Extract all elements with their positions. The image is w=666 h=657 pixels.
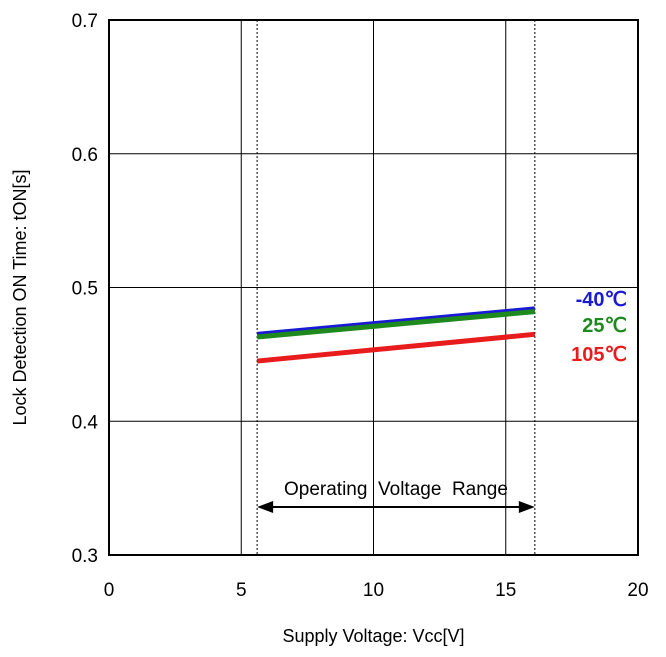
series-label: 25℃	[582, 315, 627, 337]
operating-range-markers	[256, 20, 536, 555]
operating-range-label: Operating Voltage Range	[284, 479, 508, 500]
x-tick-label: 5	[236, 580, 247, 601]
grid-lines	[109, 20, 638, 555]
x-tick-label: 15	[495, 580, 516, 601]
x-axis-title: Supply Voltage: Vcc[V]	[282, 626, 464, 646]
series-line	[256, 306, 536, 337]
series-label: -40℃	[576, 289, 627, 311]
y-tick-label: 0.4	[72, 412, 99, 433]
series-line	[256, 309, 536, 340]
y-axis-ticks: 0.3 0.4 0.5 0.6 0.7	[72, 11, 99, 567]
x-axis-ticks: 0 5 10 15 20	[104, 580, 649, 601]
x-tick-label: 0	[104, 580, 115, 601]
y-tick-label: 0.6	[72, 145, 98, 166]
operating-range-arrow	[257, 501, 535, 513]
arrow-head-right	[518, 501, 535, 513]
series-labels: -40℃ 25℃ 105℃	[571, 289, 627, 366]
y-tick-label: 0.3	[72, 546, 98, 567]
y-tick-label: 0.5	[72, 279, 98, 300]
y-axis-title: Lock Detection ON Time: tON[s]	[10, 169, 30, 425]
series-lines	[256, 306, 536, 364]
x-tick-label: 10	[363, 580, 384, 601]
arrow-head-left	[257, 501, 274, 513]
series-label: 105℃	[571, 344, 627, 366]
series-line	[256, 331, 536, 364]
x-tick-label: 20	[627, 580, 648, 601]
y-tick-label: 0.7	[72, 11, 98, 32]
plot-area-frame	[108, 19, 639, 556]
